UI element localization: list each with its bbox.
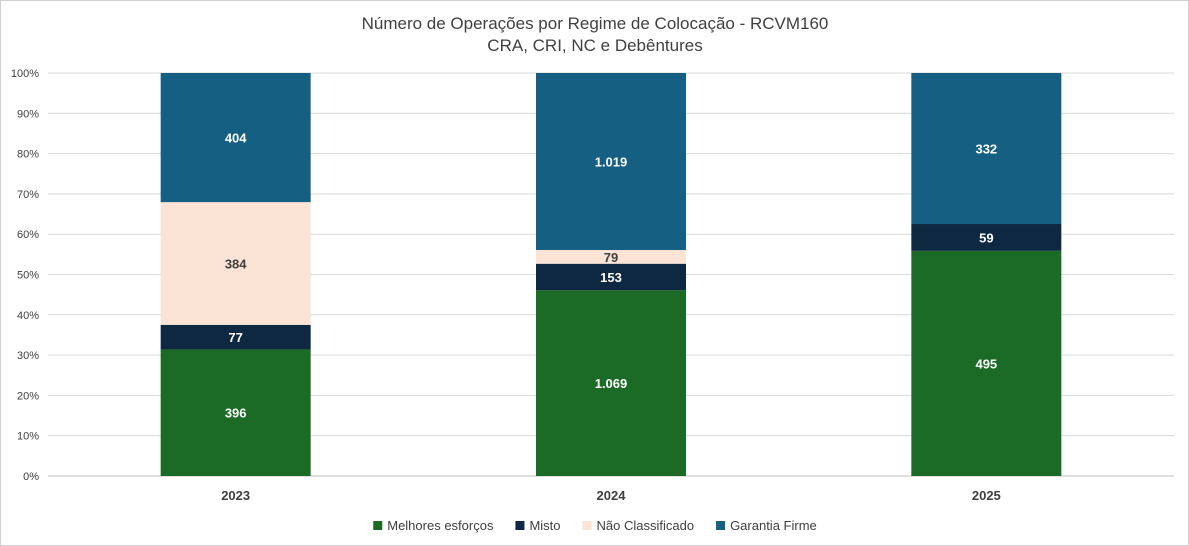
bar-segment <box>160 202 311 325</box>
bar-segment <box>160 324 311 350</box>
x-category-label: 2024 <box>597 488 627 503</box>
data-label: 495 <box>975 356 997 371</box>
legend-label: Garantia Firme <box>730 518 817 533</box>
bars <box>160 73 1062 476</box>
data-label: 1.069 <box>595 376 628 391</box>
legend-swatch <box>515 521 525 530</box>
legend: Melhores esforços Misto Não Classificado Ga… <box>373 518 817 533</box>
data-label: 404 <box>225 131 247 146</box>
x-category-label: 2023 <box>221 488 250 503</box>
bar-segment <box>160 73 311 203</box>
legend-swatch <box>373 521 383 530</box>
x-category-label: 2025 <box>972 488 1001 503</box>
data-label: 396 <box>225 406 247 421</box>
legend-label: Melhores esforços <box>387 518 494 533</box>
bar-segment <box>536 263 686 291</box>
bar-segment <box>160 349 311 476</box>
y-tick-label: 40% <box>17 310 39 322</box>
bar-segment <box>911 73 1062 225</box>
data-label: 79 <box>604 250 618 265</box>
bar-segment <box>536 290 686 476</box>
y-tick-label: 50% <box>17 270 39 282</box>
x-axis-categories: 2023 2024 2025 <box>221 488 1001 503</box>
y-tick-label: 30% <box>17 350 39 362</box>
bar-segment <box>536 73 686 251</box>
data-labels: 396 77 384 404 1.069 153 79 1.019 495 59 332 <box>225 131 997 421</box>
data-label: 384 <box>225 256 247 271</box>
data-label: 332 <box>975 142 997 157</box>
y-tick-label: 100% <box>11 68 39 80</box>
y-tick-label: 10% <box>17 431 39 443</box>
legend-item: Melhores esforços <box>373 518 494 533</box>
bar-segment <box>911 250 1062 476</box>
chart-subtitle: CRA, CRI, NC e Debêntures <box>487 36 702 55</box>
legend-swatch <box>582 521 592 530</box>
y-tick-label: 90% <box>17 108 39 120</box>
data-label: 1.019 <box>595 155 628 170</box>
y-tick-label: 60% <box>17 229 39 241</box>
legend-item: Misto <box>515 518 561 533</box>
y-axis-ticks: 0% 10% 20% 30% 40% 50% 60% 70% 80% 90% 100% <box>11 68 39 483</box>
legend-label: Não Classificado <box>597 518 695 533</box>
legend-swatch <box>716 521 726 530</box>
bar-segment <box>536 250 686 264</box>
legend-item: Garantia Firme <box>716 518 817 533</box>
y-tick-label: 80% <box>17 149 39 161</box>
legend-item: Não Classificado <box>582 518 695 533</box>
chart-title: Número de Operações por Regime de Coloca… <box>362 14 829 33</box>
y-tick-label: 70% <box>17 189 39 201</box>
legend-label: Misto <box>529 518 560 533</box>
data-label: 153 <box>600 270 622 285</box>
data-label: 59 <box>979 230 993 245</box>
data-label: 77 <box>228 330 242 345</box>
y-tick-label: 20% <box>17 390 39 402</box>
bar-segment <box>911 224 1062 251</box>
y-tick-label: 0% <box>23 471 39 483</box>
